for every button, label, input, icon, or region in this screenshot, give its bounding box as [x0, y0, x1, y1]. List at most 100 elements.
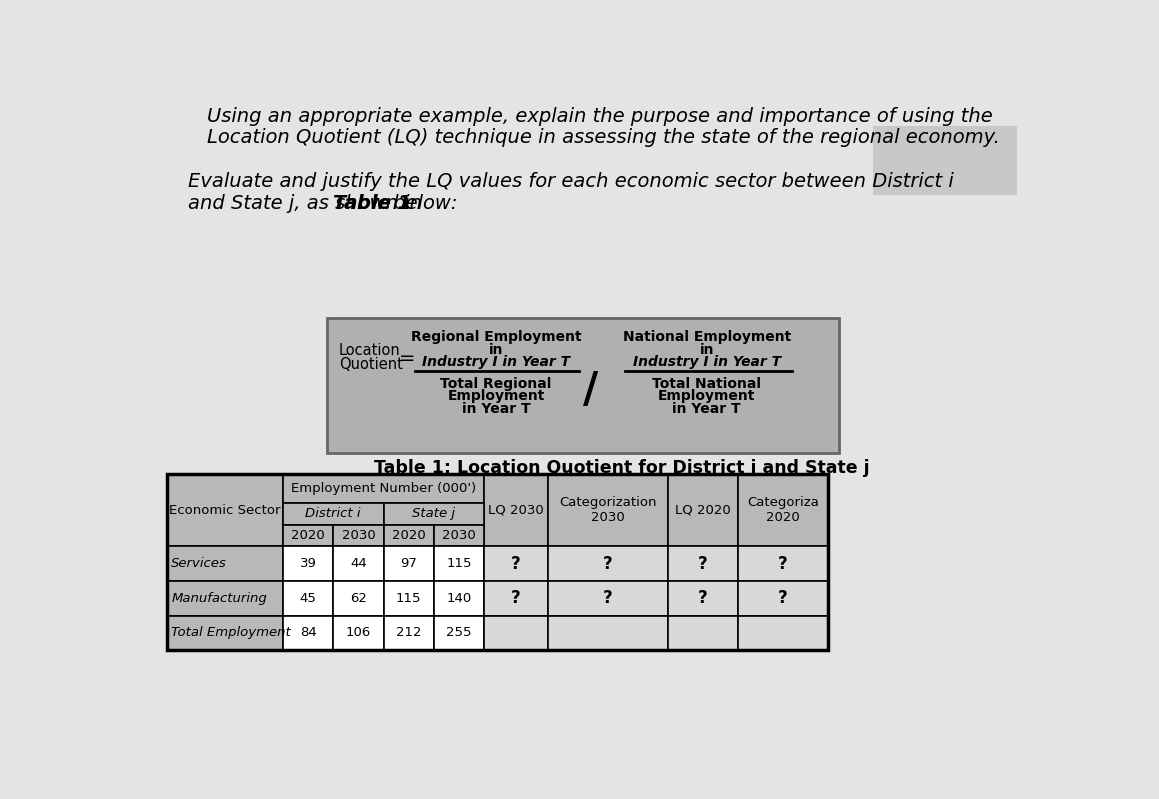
Text: Employment: Employment — [658, 389, 756, 403]
Text: Location: Location — [338, 344, 400, 358]
Bar — [384, 581, 433, 616]
Bar — [384, 547, 433, 581]
Text: 140: 140 — [446, 592, 472, 605]
Text: 2030: 2030 — [443, 529, 476, 542]
Text: Table 1: Location Quotient for District i and State j: Table 1: Location Quotient for District … — [373, 459, 869, 476]
Bar — [738, 616, 828, 650]
Bar — [668, 547, 738, 581]
Text: below:: below: — [387, 193, 458, 213]
Text: Employment: Employment — [447, 389, 545, 403]
Bar — [668, 616, 738, 650]
Text: LQ 2030: LQ 2030 — [488, 503, 544, 517]
Text: 115: 115 — [446, 557, 472, 570]
Bar — [433, 525, 484, 547]
Text: Using an appropriate example, explain the purpose and importance of using the: Using an appropriate example, explain th… — [206, 106, 992, 125]
Text: 44: 44 — [350, 557, 366, 570]
Text: 97: 97 — [400, 557, 417, 570]
Text: Quotient: Quotient — [338, 357, 402, 372]
Text: Manufacturing: Manufacturing — [172, 592, 267, 605]
Text: Services: Services — [172, 557, 227, 570]
Bar — [283, 581, 333, 616]
Text: Table 1: Table 1 — [333, 193, 411, 213]
Text: 106: 106 — [345, 626, 371, 639]
Text: LQ 2020: LQ 2020 — [675, 503, 731, 517]
Text: ?: ? — [698, 590, 708, 607]
Bar — [484, 581, 548, 616]
Text: Economic Sector: Economic Sector — [169, 503, 280, 517]
Bar — [484, 547, 548, 581]
Text: /: / — [583, 368, 598, 411]
Text: 2020: 2020 — [291, 529, 325, 542]
Bar — [668, 581, 738, 616]
Text: ?: ? — [511, 555, 522, 573]
Bar — [738, 581, 828, 616]
Text: ?: ? — [603, 590, 613, 607]
Text: 212: 212 — [396, 626, 422, 639]
Bar — [283, 525, 333, 547]
Bar — [548, 616, 668, 650]
Bar — [333, 581, 384, 616]
Bar — [548, 581, 668, 616]
Bar — [484, 474, 548, 547]
Text: 45: 45 — [299, 592, 316, 605]
Bar — [668, 474, 738, 547]
Text: ?: ? — [511, 590, 522, 607]
Bar — [327, 319, 838, 453]
Text: Industry I in Year T: Industry I in Year T — [633, 356, 781, 369]
Bar — [874, 126, 1016, 195]
Text: ?: ? — [778, 590, 788, 607]
Bar — [384, 525, 433, 547]
Bar — [433, 616, 484, 650]
Text: Categoriza
2020: Categoriza 2020 — [746, 496, 818, 524]
Text: Evaluate and justify the LQ values for each economic sector between District i: Evaluate and justify the LQ values for e… — [188, 172, 953, 191]
Text: 115: 115 — [396, 592, 422, 605]
Text: 39: 39 — [299, 557, 316, 570]
Text: 2030: 2030 — [342, 529, 376, 542]
Text: in: in — [489, 343, 503, 357]
Bar — [283, 474, 484, 503]
Text: =: = — [399, 349, 416, 368]
Text: in: in — [700, 343, 714, 357]
Text: Total National: Total National — [653, 377, 761, 391]
Text: 84: 84 — [300, 626, 316, 639]
Bar — [548, 547, 668, 581]
Bar — [384, 503, 484, 525]
Bar — [333, 547, 384, 581]
Bar — [167, 474, 828, 650]
Bar — [167, 581, 283, 616]
Bar — [548, 474, 668, 547]
Text: in Year T: in Year T — [672, 402, 741, 415]
Bar — [433, 581, 484, 616]
Bar — [738, 474, 828, 547]
Text: Industry I in Year T: Industry I in Year T — [422, 356, 570, 369]
Text: in Year T: in Year T — [461, 402, 531, 415]
Text: Total Employment: Total Employment — [172, 626, 291, 639]
Bar — [333, 616, 384, 650]
Text: ?: ? — [603, 555, 613, 573]
Bar — [283, 616, 333, 650]
Text: 62: 62 — [350, 592, 367, 605]
Text: National Employment: National Employment — [622, 330, 790, 344]
Text: and State j, as shown in: and State j, as shown in — [188, 193, 428, 213]
Text: Employment Number (000'): Employment Number (000') — [291, 482, 476, 495]
Bar — [433, 547, 484, 581]
Bar — [333, 525, 384, 547]
Bar — [167, 474, 283, 547]
Text: ?: ? — [778, 555, 788, 573]
Bar — [167, 547, 283, 581]
Bar — [283, 547, 333, 581]
Text: Regional Employment: Regional Employment — [410, 330, 582, 344]
Bar — [167, 616, 283, 650]
Text: District i: District i — [306, 507, 360, 520]
Text: Total Regional: Total Regional — [440, 377, 552, 391]
Text: Categorization
2030: Categorization 2030 — [559, 496, 657, 524]
Text: 2020: 2020 — [392, 529, 425, 542]
Text: Location Quotient (LQ) technique in assessing the state of the regional economy.: Location Quotient (LQ) technique in asse… — [206, 128, 1000, 147]
Text: 255: 255 — [446, 626, 472, 639]
Bar — [384, 616, 433, 650]
Bar — [738, 547, 828, 581]
Bar — [484, 616, 548, 650]
Text: ?: ? — [698, 555, 708, 573]
Text: State j: State j — [413, 507, 455, 520]
Bar — [283, 503, 384, 525]
